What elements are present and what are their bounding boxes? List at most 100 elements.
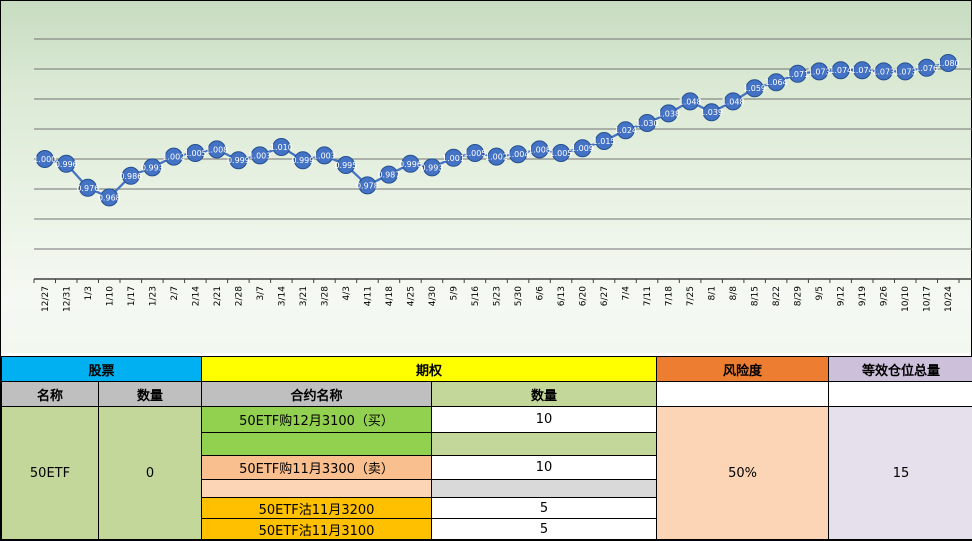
x-axis-label: 3/7: [256, 286, 266, 300]
contract-qty-cell[interactable]: 10: [431, 406, 658, 433]
data-point: [810, 62, 829, 81]
data-label: 0.993: [421, 163, 444, 172]
data-point: [401, 154, 420, 173]
x-axis-label: 3/28: [320, 286, 330, 306]
data-point: [229, 151, 248, 170]
x-axis-label: 8/15: [751, 286, 761, 306]
x-axis-label: 6/6: [536, 286, 546, 301]
data-label: 1.076: [915, 64, 938, 73]
x-axis-label: 10/24: [944, 286, 954, 312]
data-label: 1.002: [485, 153, 508, 162]
contract-qty-cell[interactable]: 10: [431, 455, 658, 480]
data-point: [530, 140, 549, 159]
contract-cell[interactable]: 50ETF购12月3100（买）: [201, 406, 433, 433]
chart-table-divider: [1, 353, 971, 356]
data-point: [379, 165, 398, 184]
data-label: 0.996: [399, 160, 422, 169]
x-axis-label: 3/21: [299, 286, 309, 306]
data-point: [939, 54, 958, 72]
data-point: [121, 166, 140, 185]
data-label: 1.005: [550, 149, 573, 158]
table-header-row: 股票 期权 风险度 等效仓位总量: [0, 356, 972, 382]
data-label: 1.008: [528, 145, 551, 154]
data-point: [681, 92, 700, 111]
data-point: [336, 156, 355, 174]
data-label: 1.002: [162, 153, 185, 162]
contract-subheader-cell[interactable]: 合约名称: [201, 381, 433, 407]
contract-cell[interactable]: 50ETF购11月3300（卖）: [201, 455, 433, 480]
table-row: 50ETF沽11月3200 5: [2, 497, 972, 519]
stock-name-cell[interactable]: 50ETF: [1, 406, 99, 540]
x-axis-label: 12/31: [62, 286, 72, 312]
x-axis-label: 7/25: [686, 286, 696, 306]
data-point: [293, 151, 312, 170]
data-label: 0.995: [334, 161, 357, 170]
contract-qty-cell[interactable]: [431, 432, 658, 456]
data-point: [638, 114, 657, 132]
table-row: 50ETF沽11月3100 5: [2, 518, 972, 540]
data-point: [616, 121, 635, 140]
data-point: [35, 150, 54, 168]
table-row: 50ETF 0 50ETF购12月3100（买） 10 50% 15: [1, 406, 972, 540]
data-label: 1.001: [442, 154, 465, 163]
data-point: [552, 144, 570, 162]
x-axis-label: 5/16: [471, 286, 481, 306]
data-point: [573, 139, 592, 158]
contract-cell[interactable]: 50ETF沽11月3100: [201, 518, 433, 540]
data-label: 1.010: [270, 143, 293, 152]
stock-header-cell[interactable]: 股票: [0, 356, 203, 382]
equiv-header-cell[interactable]: 等效仓位总量: [828, 356, 972, 382]
data-label: 1.074: [829, 66, 852, 75]
stock-qty-cell[interactable]: 0: [97, 406, 203, 540]
line-chart-canvas: 1.0000.9960.9760.9680.9860.9931.0021.005…: [33, 38, 972, 312]
x-axis-label: 4/18: [385, 286, 395, 306]
contract-qty-cell[interactable]: 5: [431, 518, 658, 540]
x-axis-label: 4/30: [428, 286, 438, 306]
x-axis-label: 5/9: [450, 286, 460, 301]
x-axis-label: 9/12: [837, 286, 847, 306]
qty-subheader-cell[interactable]: 数量: [97, 381, 203, 407]
x-axis-label: 8/8: [729, 286, 739, 301]
data-point: [745, 79, 764, 98]
data-point: [423, 158, 441, 177]
risk-subheader-empty-cell[interactable]: [656, 381, 830, 407]
x-axis-label: 9/19: [858, 286, 868, 306]
equity-curve-chart: 1.000 0.996 0.976 0.968 0.986 0.993 1.002 1.005…: [1, 1, 972, 353]
contract-cell[interactable]: [201, 479, 433, 498]
contract-cell[interactable]: 50ETF沽11月3200: [201, 497, 433, 519]
data-label: 1.000: [33, 155, 56, 164]
risk-header-cell[interactable]: 风险度: [656, 356, 830, 382]
data-point: [788, 64, 807, 83]
x-axis-label: 10/17: [923, 286, 933, 312]
data-point: [57, 154, 76, 173]
data-point: [853, 61, 872, 80]
equiv-value-cell[interactable]: 15: [828, 406, 972, 540]
x-axis-label: 10/10: [901, 286, 911, 312]
data-point: [831, 61, 850, 80]
data-label: 1.039: [700, 108, 723, 117]
contract-qty-cell[interactable]: [431, 479, 658, 498]
risk-value-cell[interactable]: 50%: [656, 406, 830, 540]
data-label: 1.030: [636, 119, 659, 128]
data-label: 0.987: [377, 171, 400, 180]
data-label: 1.005: [464, 149, 487, 158]
x-axis-label: 9/5: [815, 286, 825, 300]
x-axis-label: 5/30: [514, 286, 524, 306]
x-axis-label: 2/28: [234, 286, 244, 306]
positions-table: 股票 期权 风险度 等效仓位总量 名称 数量 合约名称 数量 50ETF 0 5…: [0, 356, 972, 540]
data-label: 1.071: [786, 70, 809, 79]
contract-cell[interactable]: [201, 432, 433, 456]
equiv-subheader-empty-cell[interactable]: [828, 381, 972, 407]
contract-qty-cell[interactable]: 5: [431, 497, 658, 519]
table-subheader-row: 名称 数量 合约名称 数量: [1, 381, 972, 407]
qty2-subheader-cell[interactable]: 数量: [431, 381, 658, 407]
data-label: 1.073: [894, 67, 917, 76]
name-subheader-cell[interactable]: 名称: [1, 381, 99, 407]
data-label: 1.024: [614, 126, 637, 135]
x-axis-label: 7/4: [622, 286, 632, 301]
data-label: 1.009: [571, 144, 594, 153]
option-header-cell[interactable]: 期权: [201, 356, 658, 382]
data-label: 0.986: [119, 172, 142, 181]
data-point: [164, 147, 183, 166]
